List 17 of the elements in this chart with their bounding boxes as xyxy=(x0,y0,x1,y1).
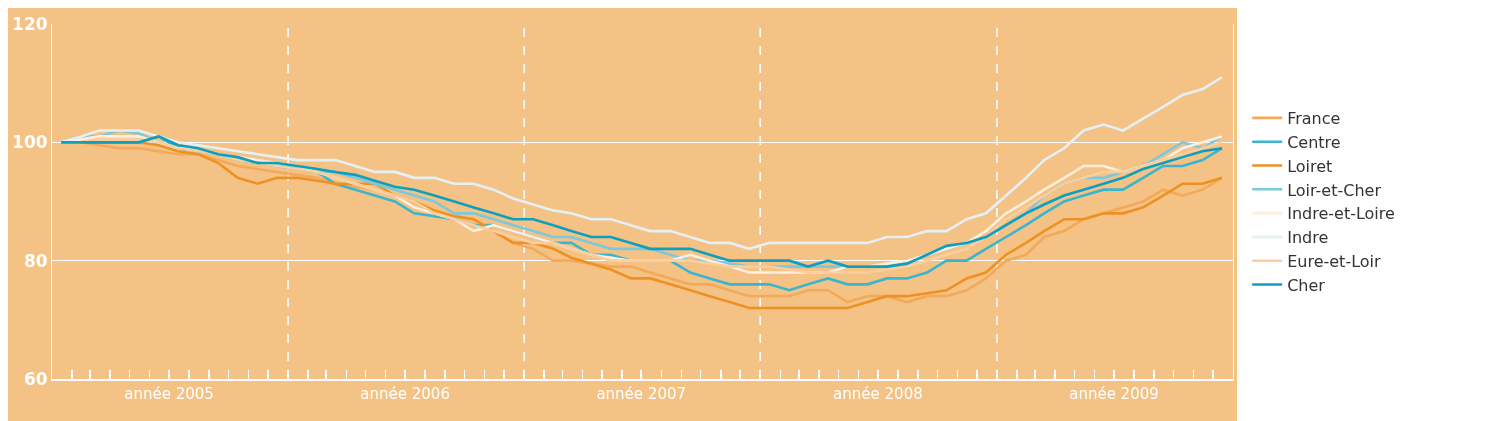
y-tick-label: 60 xyxy=(23,368,48,389)
x-tick-label: année 2009 xyxy=(1069,385,1159,403)
x-tick-label: année 2007 xyxy=(596,385,687,403)
y-tick-label: 100 xyxy=(12,132,48,153)
x-tick-label: année 2006 xyxy=(360,385,450,403)
legend-label: Indre-et-Loire xyxy=(1287,204,1395,224)
legend-label: Loiret xyxy=(1287,156,1333,176)
legend-label: Indre xyxy=(1287,228,1329,248)
legend-label: France xyxy=(1287,109,1341,129)
x-tick-label: année 2005 xyxy=(124,385,214,403)
legend-label: Loir-et-Cher xyxy=(1287,180,1382,200)
legend-label: Centre xyxy=(1287,132,1341,152)
y-tick-label: 80 xyxy=(23,250,48,271)
legend-label: Cher xyxy=(1287,275,1326,295)
legend-label: Eure-et-Loir xyxy=(1287,251,1382,271)
y-tick-label: 120 xyxy=(12,13,48,34)
x-tick-label: année 2008 xyxy=(833,385,923,403)
